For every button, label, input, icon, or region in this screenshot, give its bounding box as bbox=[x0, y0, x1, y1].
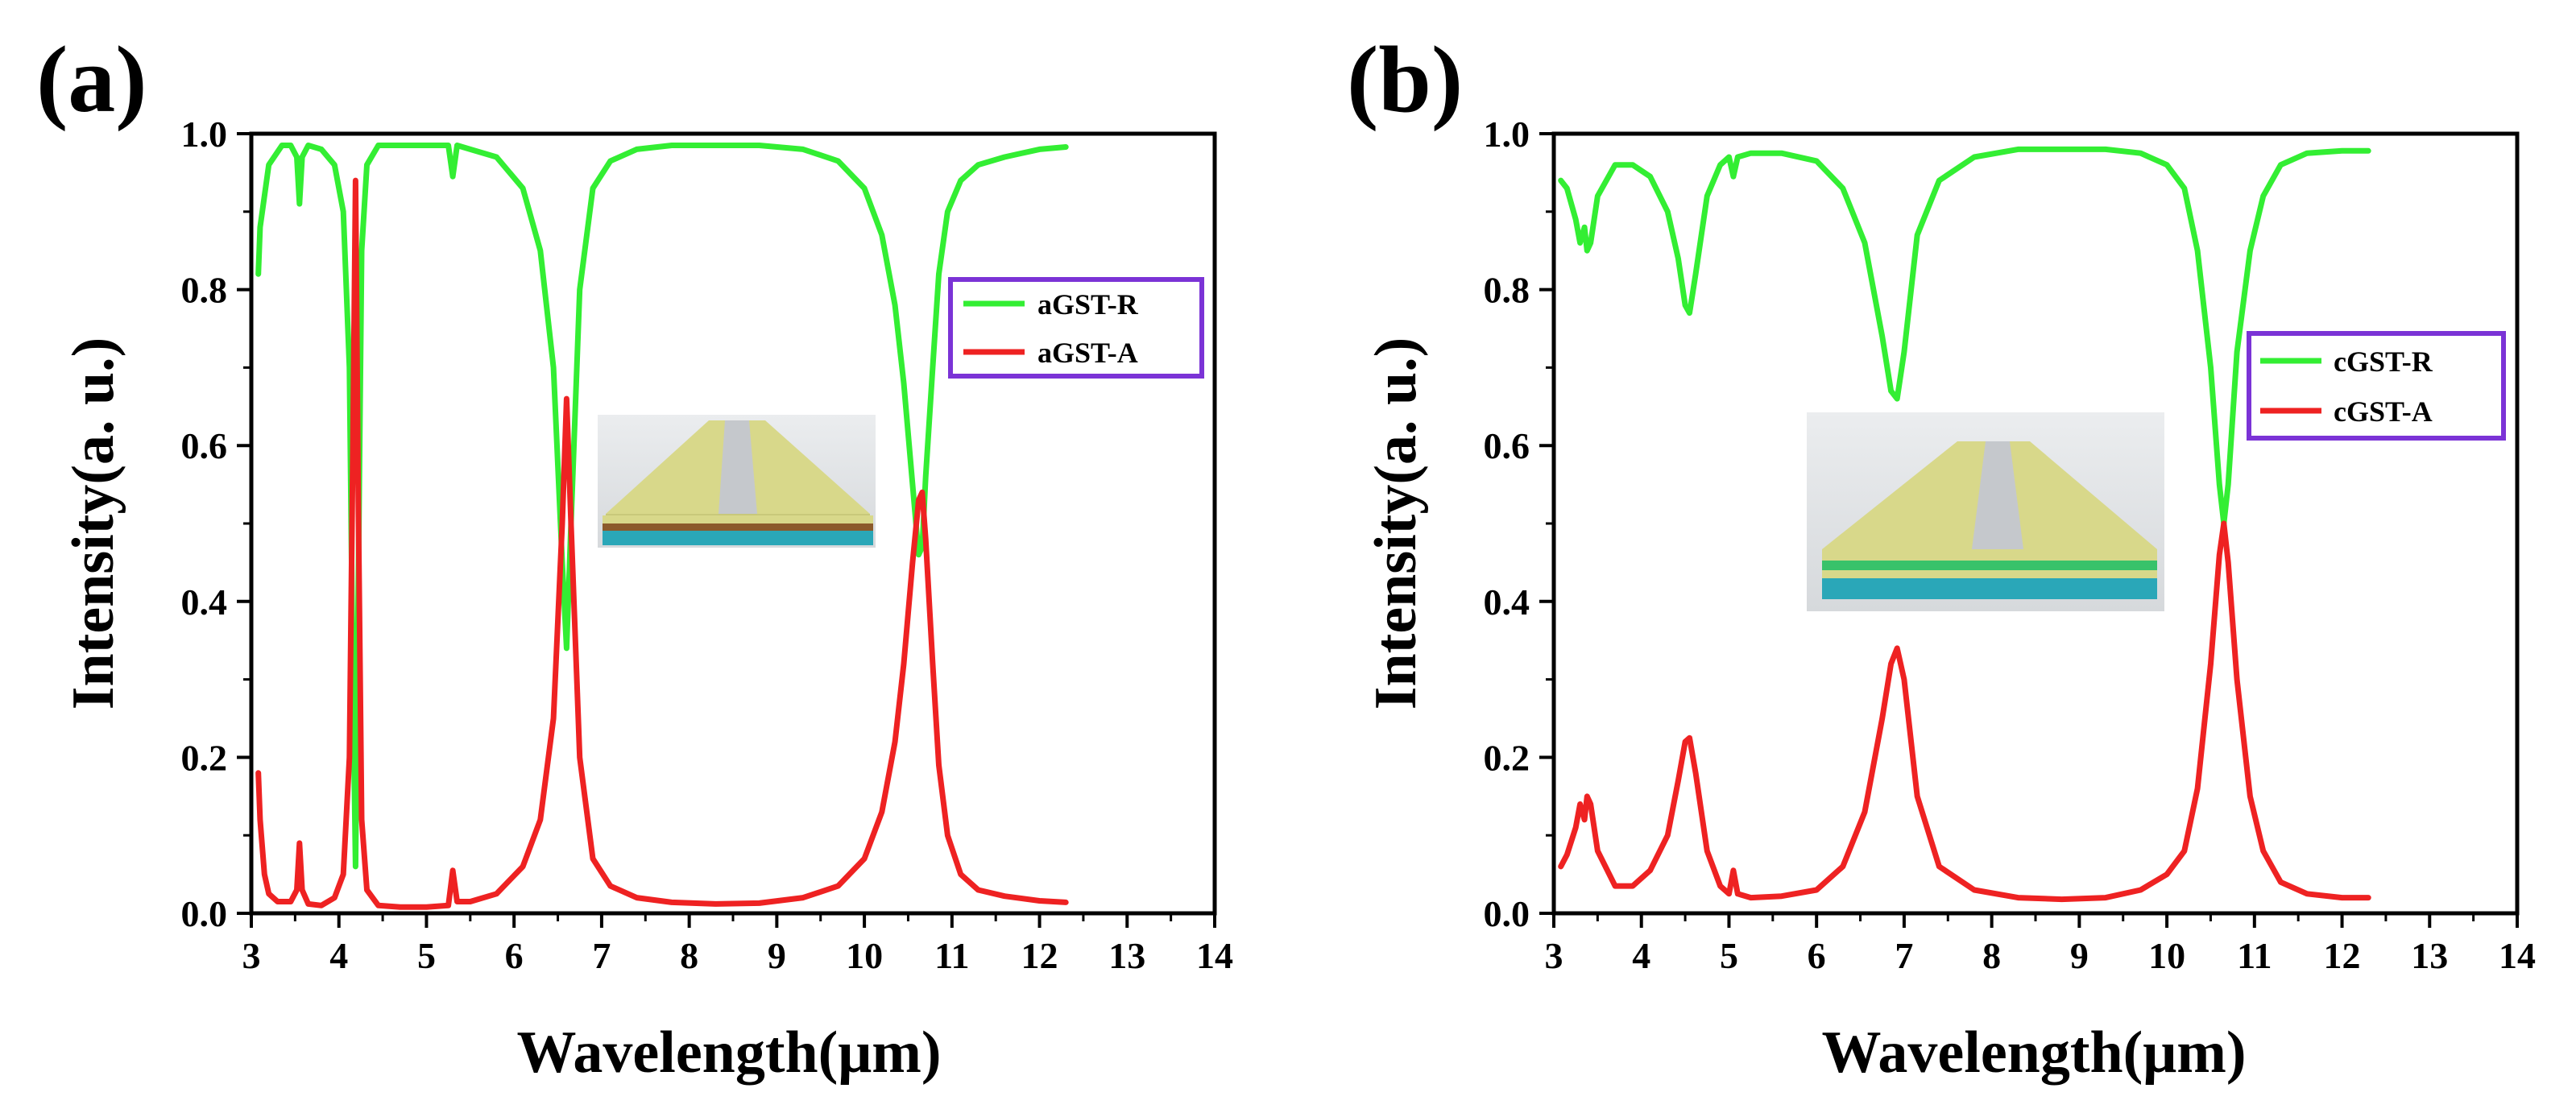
panel-a-legend-label-1: aGST-A bbox=[1037, 337, 1138, 369]
panel-a: (a) 3 4 5 6 7 8 9 10 11 12 13 140.00.20.40.60.81.0 … bbox=[36, 27, 1233, 1086]
panel-b-legend-box bbox=[2247, 331, 2506, 441]
panel-b-x-axis-label: Wavelength(μm) bbox=[1822, 1020, 2247, 1086]
panel-a-y-tick-label-2: 0.4 bbox=[181, 581, 228, 623]
panel-a-x-tick-label-8: 11 bbox=[934, 935, 969, 976]
panel-a-x-tick-label-11: 14 bbox=[1196, 935, 1233, 976]
panel-a-x-tick-label-2: 5 bbox=[417, 935, 436, 976]
panel-b-series-cgst-a bbox=[1558, 520, 2371, 903]
panel-b-x-tick-label-4: 7 bbox=[1895, 935, 1913, 976]
panel-a-x-tick-label-10: 13 bbox=[1108, 935, 1145, 976]
panel-a-y-tick-label-5: 1.0 bbox=[181, 114, 228, 155]
panel-b-legend-label-0: cGST-R bbox=[2334, 346, 2433, 378]
panel-b-x-tick-label-2: 5 bbox=[1720, 935, 1738, 976]
panel-a-y-tick-label-1: 0.2 bbox=[181, 737, 228, 778]
panel-b-series-cgst-r bbox=[1558, 146, 2371, 527]
panel-b-x-tick-label-0: 3 bbox=[1545, 935, 1563, 976]
panel-b-x-tick-label-3: 6 bbox=[1808, 935, 1826, 976]
panel-b-x-tick-label-11: 14 bbox=[2499, 935, 2536, 976]
panel-a-x-tick-label-0: 3 bbox=[242, 935, 261, 976]
panel-a-legend-label-0: aGST-R bbox=[1037, 288, 1139, 321]
panel-a-x-tick-label-4: 7 bbox=[592, 935, 611, 976]
panel-a-y-tick-label-0: 0.0 bbox=[181, 893, 228, 934]
panel-a-x-tick-label-1: 4 bbox=[329, 935, 348, 976]
panel-label-a: (a) bbox=[36, 27, 147, 132]
panel-a-x-tick-label-3: 6 bbox=[505, 935, 524, 976]
panel-b-inset-schematic bbox=[1807, 412, 2164, 611]
panel-b-y-axis-label: Intensity(a. u.) bbox=[1363, 337, 1429, 710]
panel-b-x-tick-label-1: 4 bbox=[1632, 935, 1650, 976]
panel-a-series-agst-r bbox=[255, 143, 1069, 870]
panel-b-x-tick-label-10: 13 bbox=[2411, 935, 2448, 976]
panel-b-y-tick-label-0: 0.0 bbox=[1484, 893, 1530, 934]
panel-b-x-tick-label-5: 8 bbox=[1982, 935, 2001, 976]
panel-a-y-tick-label-4: 0.8 bbox=[181, 270, 228, 311]
panel-a-inset-schematic bbox=[598, 415, 876, 548]
panel-b-series bbox=[1558, 146, 2371, 903]
panel-a-series-agst-a bbox=[255, 177, 1069, 910]
panel-a-x-tick-label-9: 12 bbox=[1021, 935, 1058, 976]
panel-a-y-axis-label: Intensity(a. u.) bbox=[60, 337, 126, 710]
panel-b-y-tick-label-5: 1.0 bbox=[1484, 114, 1530, 155]
panel-a-axes: 3 4 5 6 7 8 9 10 11 12 13 14 0.0 0.2 0.4 0.6 0.8 1.0 bbox=[181, 114, 1234, 976]
panel-b-x-tick-label-9: 12 bbox=[2324, 935, 2361, 976]
panel-a-x-axis-label: Wavelength(μm) bbox=[517, 1020, 942, 1086]
panel-b-y-tick-label-4: 0.8 bbox=[1484, 270, 1530, 311]
panel-b-y-tick-label-1: 0.2 bbox=[1484, 737, 1530, 778]
panel-b-y-tick-label-2: 0.4 bbox=[1484, 581, 1530, 623]
panel-b-legend: cGST-R cGST-A bbox=[2247, 331, 2506, 441]
panel-a-legend-box bbox=[948, 277, 1204, 379]
panel-b-x-tick-label-6: 9 bbox=[2070, 935, 2089, 976]
panel-b-axes: 3 4 5 6 7 8 9 10 11 12 13 14 0.0 0.2 0.4 0.6 0.8 1.0 bbox=[1484, 114, 2537, 976]
panel-label-b: (b) bbox=[1347, 27, 1463, 132]
panel-b: (b) 3 4 5 6 7 8 9 10 11 12 13 140.00.20.40.60.81.0 … bbox=[1347, 27, 2536, 1086]
panel-b-x-tick-label-8: 11 bbox=[2237, 935, 2272, 976]
panel-a-x-tick-label-7: 10 bbox=[846, 935, 883, 976]
panel-a-y-tick-label-3: 0.6 bbox=[181, 425, 228, 466]
panel-b-x-tick-label-7: 10 bbox=[2148, 935, 2185, 976]
panel-a-legend: aGST-R aGST-A bbox=[948, 277, 1204, 379]
panel-b-y-tick-label-3: 0.6 bbox=[1484, 425, 1530, 466]
panel-a-x-tick-label-6: 9 bbox=[768, 935, 786, 976]
panel-a-x-tick-label-5: 8 bbox=[680, 935, 698, 976]
panel-a-series bbox=[255, 143, 1069, 910]
panel-b-legend-label-1: cGST-A bbox=[2334, 395, 2433, 428]
